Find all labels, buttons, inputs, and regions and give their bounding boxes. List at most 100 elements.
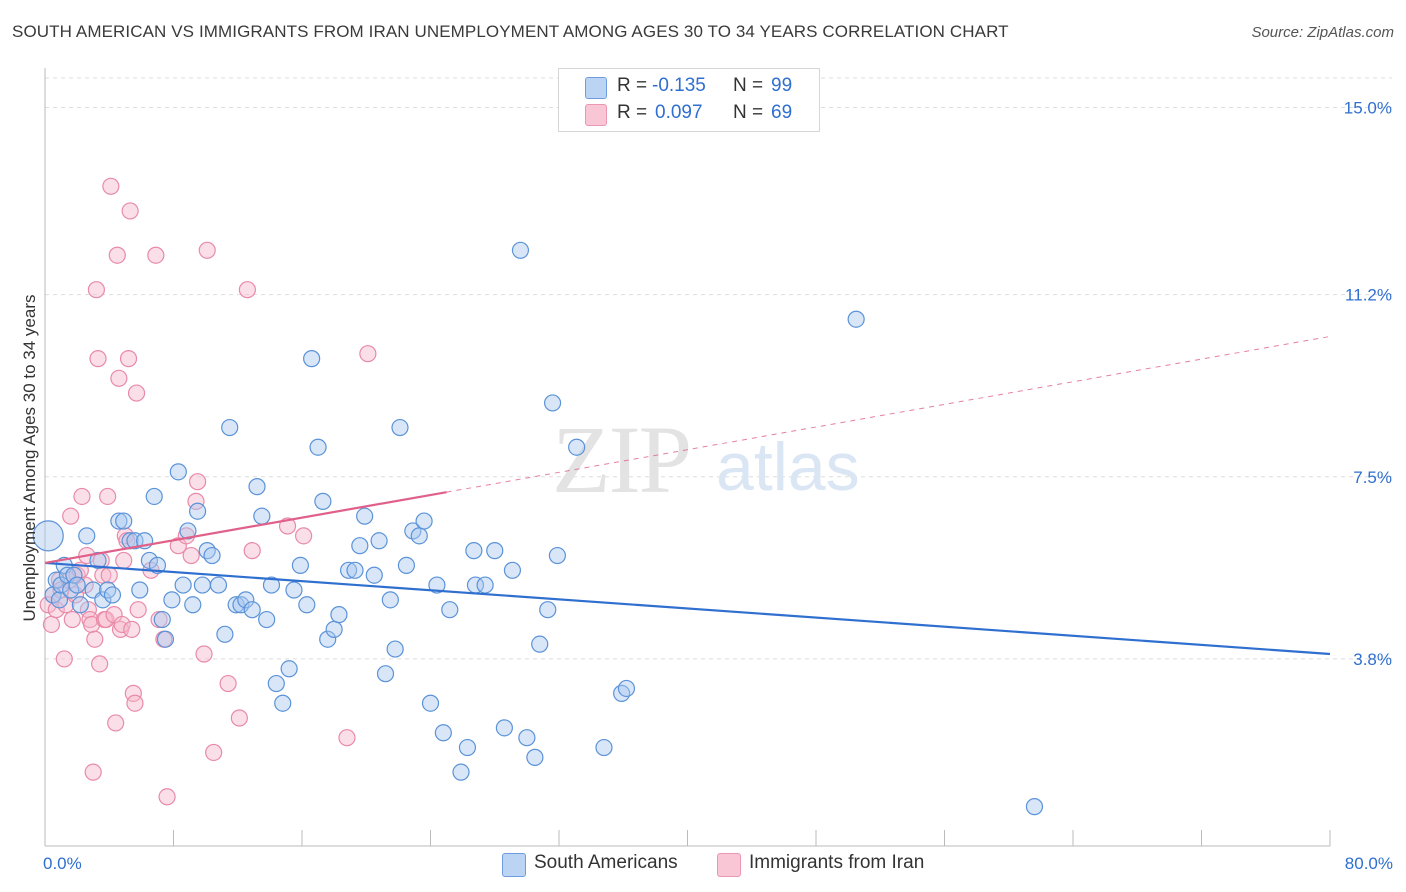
data-point-south-americans [184, 596, 202, 614]
data-point-south-americans [391, 418, 409, 437]
y-tick-label: 7.5% [1353, 468, 1392, 487]
data-point-iran [86, 630, 104, 648]
data-point-south-americans [253, 507, 271, 525]
data-point-south-americans [99, 581, 117, 599]
data-point-south-americans [110, 512, 128, 530]
data-point-south-americans [169, 463, 187, 481]
data-point-iran [91, 655, 109, 673]
series-south-americans [32, 241, 1044, 816]
data-point-south-americans [428, 576, 446, 594]
data-point-iran [205, 743, 223, 762]
data-point-south-americans [365, 566, 383, 584]
data-point-iran [62, 507, 80, 525]
data-point-south-americans [153, 610, 171, 629]
data-point-south-americans [227, 596, 245, 614]
data-point-iran [129, 601, 147, 619]
data-point-iran [115, 551, 133, 570]
data-point-south-americans [434, 724, 452, 742]
data-point-south-americans [617, 679, 636, 698]
data-point-iran [107, 714, 125, 732]
data-point-south-americans [188, 502, 207, 520]
watermark-atlas: atlas [716, 429, 860, 505]
data-point-south-americans [198, 542, 216, 560]
data-point-south-americans [78, 527, 96, 545]
data-point-south-americans [511, 241, 530, 259]
legend-n-label: N = [733, 75, 764, 96]
data-point-south-americans [1025, 798, 1044, 816]
data-point-iran [84, 763, 102, 781]
data-point-south-americans [531, 635, 549, 653]
data-point-south-americans [495, 719, 513, 737]
data-point-south-americans [613, 684, 631, 702]
data-point-south-americans [115, 512, 133, 530]
legend-label: South Americans [534, 852, 678, 873]
gridlines [45, 77, 1392, 660]
data-point-south-americans [386, 640, 404, 658]
data-point-south-americans [486, 542, 504, 560]
data-point-south-americans [319, 630, 337, 648]
data-point-south-americans [346, 561, 364, 579]
data-point-south-americans [548, 546, 566, 565]
data-point-iran [198, 241, 216, 259]
data-point-south-americans [458, 738, 477, 757]
data-point-south-americans [370, 532, 388, 550]
data-point-south-americans [465, 542, 483, 560]
data-point-south-americans [232, 596, 250, 614]
data-point-iran [108, 246, 126, 264]
data-point-south-americans [421, 694, 440, 712]
data-point-iran [110, 369, 128, 387]
trend-line-south-americans [44, 561, 1331, 656]
legend-swatch-pink [585, 104, 607, 126]
y-axis-label: Unemployment Among Ages 30 to 34 years [20, 294, 39, 622]
data-point-south-americans [309, 438, 327, 456]
data-point-iran [243, 542, 261, 560]
x-tick-label: 0.0% [43, 854, 82, 873]
data-point-iran [182, 546, 200, 565]
y-tick-label: 15.0% [1344, 99, 1392, 118]
data-point-south-americans [314, 492, 332, 510]
data-point-south-americans [267, 674, 285, 693]
data-point-south-americans [595, 738, 613, 757]
legend-n-label: N = [733, 102, 764, 123]
data-point-iran [338, 729, 356, 747]
data-point-iran [188, 473, 207, 491]
data-point-south-americans [174, 576, 192, 594]
data-point-south-americans [193, 576, 212, 594]
data-point-iran [100, 566, 118, 584]
data-point-south-americans [381, 591, 399, 609]
data-point-south-americans [291, 556, 309, 574]
data-point-south-americans [356, 507, 374, 525]
legend-n-value: 99 [771, 75, 793, 96]
data-point-iran [42, 615, 61, 634]
data-point-south-americans [89, 551, 107, 570]
data-point-iran [97, 610, 115, 629]
y-tick-label: 11.2% [1345, 286, 1392, 305]
data-point-south-americans [209, 576, 228, 594]
source-label: Source: ZipAtlas.com [1251, 24, 1394, 41]
data-point-south-americans [248, 478, 266, 496]
legend-label: Immigrants from Iran [749, 852, 925, 873]
data-point-south-americans [351, 537, 369, 555]
data-point-south-americans [65, 566, 83, 584]
data-point-south-americans [847, 310, 865, 328]
data-point-iran [147, 246, 165, 264]
data-point-iran [238, 281, 256, 299]
data-point-south-americans [410, 527, 428, 545]
axes [44, 68, 1331, 847]
x-tick-label: 80.0% [1345, 854, 1393, 873]
tick-labels: 3.8% 7.5% 11.2% 15.0% 0.0% 80.0% [43, 99, 1393, 873]
data-point-south-americans [216, 625, 234, 643]
data-point-iran [73, 487, 91, 506]
legend-n-value: 69 [771, 102, 793, 123]
data-point-south-americans [71, 596, 89, 614]
data-point-iran [195, 645, 213, 663]
data-point-iran [63, 610, 81, 629]
data-point-iran [219, 674, 237, 693]
data-point-iran [126, 694, 144, 712]
data-point-iran [113, 615, 131, 634]
data-point-iran [230, 709, 248, 727]
data-point-south-americans [503, 561, 522, 579]
data-point-iran [123, 620, 141, 638]
data-point-south-americans [325, 620, 343, 638]
